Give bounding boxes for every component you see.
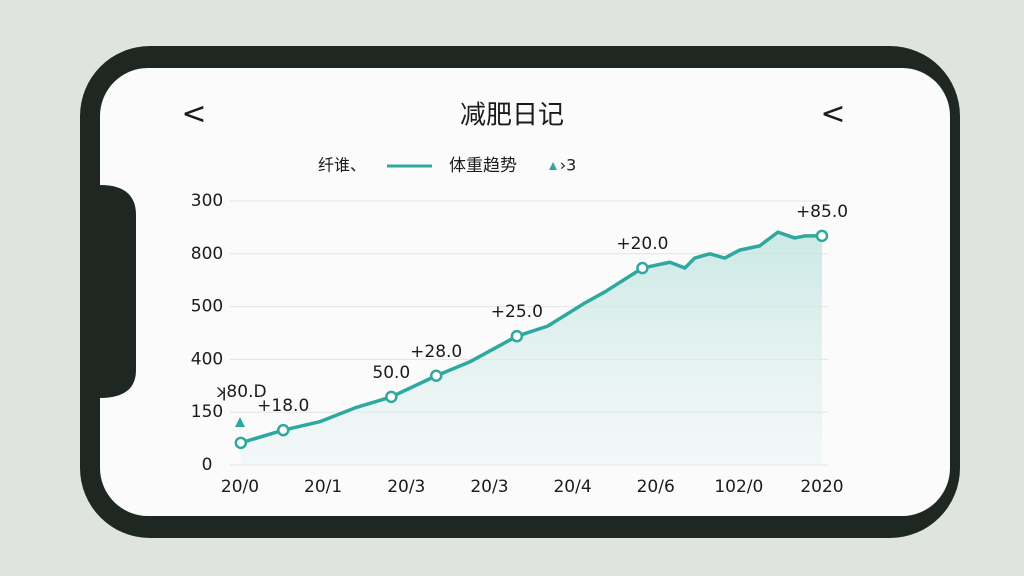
back-button[interactable]: <	[181, 97, 206, 132]
legend-label: ›3	[560, 156, 577, 175]
x-tick-label: 20/3	[470, 477, 508, 497]
point	[636, 261, 649, 275]
value-label: +28.0	[410, 342, 462, 362]
legend-label: 体重趋势	[449, 156, 517, 176]
screen-title: 减肥日记	[460, 101, 564, 131]
x-tick-label: 20/4	[553, 477, 591, 497]
y-tick-label: 500	[191, 297, 223, 317]
point	[234, 436, 248, 450]
x-tick-label: 20/0	[221, 477, 259, 497]
legend: 纤谁、 体重趋势 ›3	[318, 156, 576, 177]
y-tick-label: 150	[191, 402, 223, 422]
x-tick-label: 2020	[800, 477, 843, 497]
value-label: 50.0	[372, 363, 410, 383]
value-label: +20.0	[616, 234, 668, 254]
x-tick-label: 20/1	[304, 477, 342, 497]
notch	[100, 185, 136, 398]
legend-marker	[549, 162, 557, 170]
x-tick-label: 20/6	[637, 477, 675, 497]
point	[385, 390, 398, 404]
point	[429, 369, 443, 383]
area	[240, 232, 823, 465]
x-tick-label: 102/0	[714, 477, 763, 497]
point	[815, 229, 829, 243]
plot: 0 150 400 500 800 300 20/0 20/1 20/3 20/3 20/4 20/6…	[191, 191, 848, 497]
y-tick-label: 800	[191, 244, 223, 264]
y-tick-label: 0	[202, 455, 213, 475]
point	[276, 423, 290, 437]
value-label: +25.0	[491, 302, 543, 322]
y-tick-label: 400	[191, 349, 223, 369]
start-marker	[235, 417, 245, 427]
point	[510, 329, 524, 343]
back-button[interactable]: <	[820, 97, 845, 132]
x-tick-label: 20/3	[387, 477, 425, 497]
legend-label: 纤谁、	[318, 156, 366, 175]
y-tick-label: 300	[191, 191, 223, 211]
value-label: +18.0	[257, 396, 309, 416]
value-label: ʞ80.D	[215, 382, 266, 402]
value-label: +85.0	[796, 202, 848, 222]
